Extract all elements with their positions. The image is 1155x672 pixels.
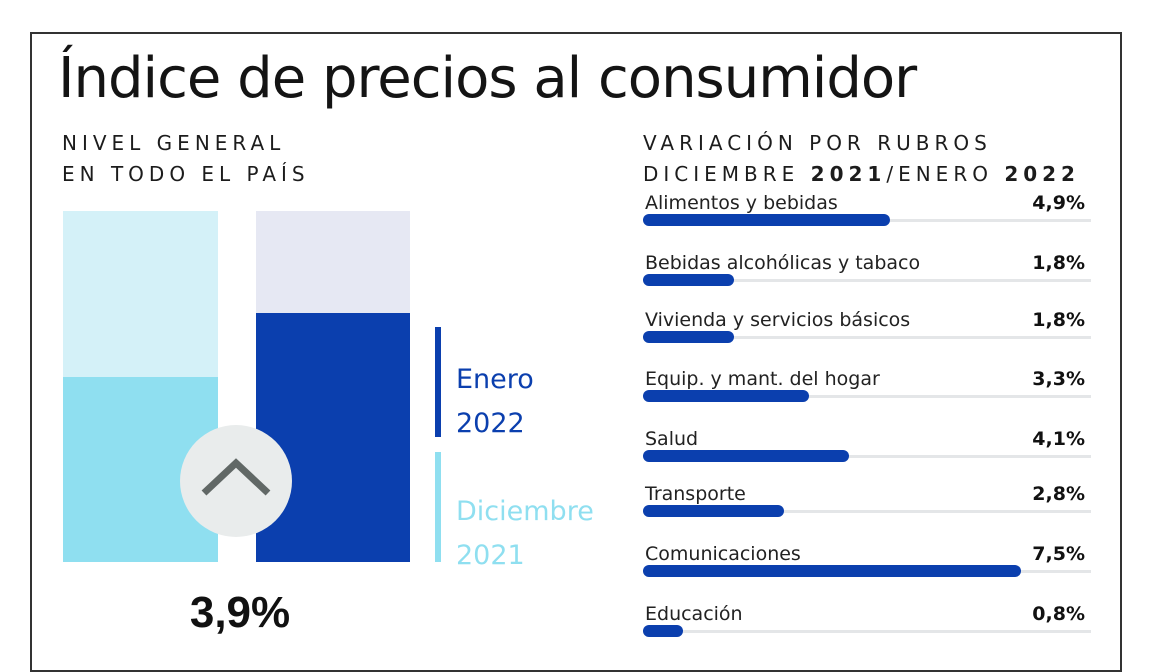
category-bar (643, 450, 849, 462)
category-value: 3,3% (1032, 368, 1085, 390)
category-value: 7,5% (1032, 543, 1085, 565)
category-bar (643, 214, 890, 226)
category-track (643, 336, 1091, 339)
general-level-value: 3,9% (189, 588, 291, 637)
category-row: Comunicaciones 7,5% (643, 543, 1093, 587)
category-value: 4,9% (1032, 192, 1085, 214)
category-row: Equip. y mant. del hogar 3,3% (643, 368, 1093, 412)
legend-current-year: 2022 (456, 408, 525, 439)
right-subtitle-line2: DICIEMBRE 2021/ENERO 2022 (643, 159, 1080, 190)
right-subtitle-year-a: 2021 (810, 162, 887, 186)
category-bar (643, 565, 1021, 577)
category-row: Alimentos y bebidas 4,9% (643, 192, 1093, 236)
category-bar (643, 390, 809, 402)
category-value: 1,8% (1032, 309, 1085, 331)
right-subtitle: VARIACIÓN POR RUBROS DICIEMBRE 2021/ENER… (643, 128, 1080, 190)
category-label: Comunicaciones (645, 543, 801, 565)
category-value: 1,8% (1032, 252, 1085, 274)
page-title: Índice de precios al consumidor (58, 46, 917, 111)
legend-previous-year: 2021 (456, 540, 525, 571)
legend-previous: Diciembre 2021 (456, 490, 594, 578)
category-label: Salud (645, 428, 699, 450)
category-value: 4,1% (1032, 428, 1085, 450)
category-track (643, 455, 1091, 458)
category-label: Vivienda y servicios básicos (645, 309, 911, 331)
category-row: Salud 4,1% (643, 428, 1093, 472)
category-bar (643, 625, 683, 637)
category-value: 2,8% (1032, 483, 1085, 505)
category-label: Bebidas alcohólicas y tabaco (645, 252, 921, 274)
category-row: Educación 0,8% (643, 603, 1093, 647)
right-subtitle-line1: VARIACIÓN POR RUBROS (643, 131, 992, 155)
category-label: Educación (645, 603, 743, 625)
level-bar (256, 313, 410, 562)
legend-current: Enero 2022 (456, 358, 534, 446)
category-row: Transporte 2,8% (643, 483, 1093, 527)
category-label: Alimentos y bebidas (645, 192, 838, 214)
category-value: 0,8% (1032, 603, 1085, 625)
category-track (643, 510, 1091, 513)
chevron-up-icon (201, 458, 271, 496)
legend-current-month: Enero (456, 364, 534, 395)
category-row: Vivienda y servicios básicos 1,8% (643, 309, 1093, 353)
left-subtitle-line1: NIVEL GENERAL (62, 131, 286, 155)
trend-badge (180, 425, 292, 537)
legend-bar-current (435, 327, 441, 437)
category-bar (643, 331, 734, 343)
category-track (643, 630, 1091, 633)
category-label: Transporte (645, 483, 746, 505)
category-track (643, 395, 1091, 398)
category-bar (643, 505, 784, 517)
category-label: Equip. y mant. del hogar (645, 368, 880, 390)
right-subtitle-month-b: /ENERO (886, 162, 1005, 186)
legend-previous-month: Diciembre (456, 496, 594, 527)
category-row: Bebidas alcohólicas y tabaco 1,8% (643, 252, 1093, 296)
right-subtitle-year-b: 2022 (1004, 162, 1080, 186)
left-subtitle: NIVEL GENERAL EN TODO EL PAÍS (62, 128, 310, 190)
category-bar (643, 274, 734, 286)
left-subtitle-line2: EN TODO EL PAÍS (62, 162, 310, 186)
legend-bar-previous (435, 452, 441, 562)
right-subtitle-month-a: DICIEMBRE (643, 162, 811, 186)
category-track (643, 279, 1091, 282)
